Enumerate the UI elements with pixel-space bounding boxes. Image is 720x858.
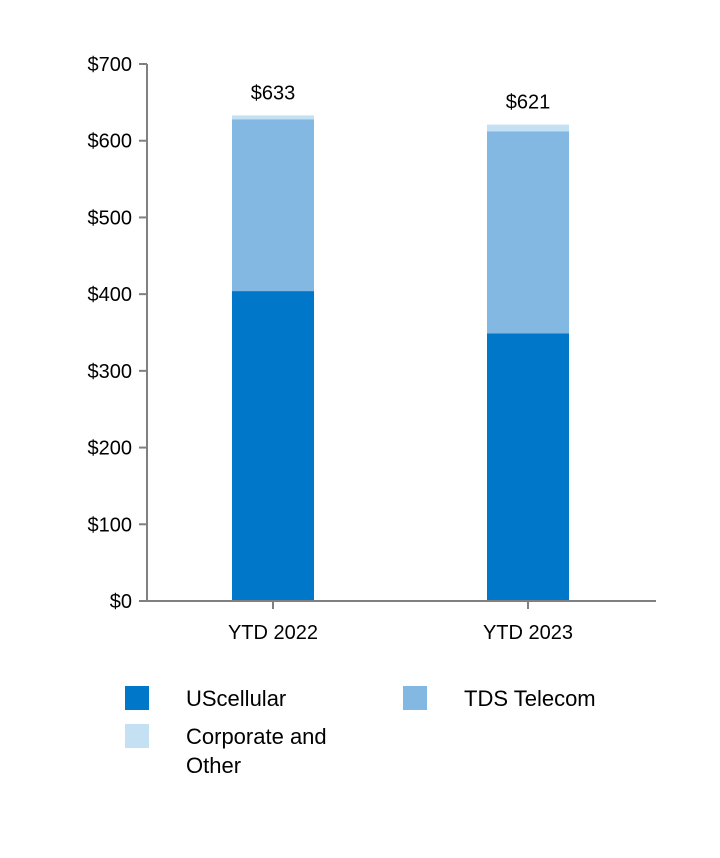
legend-label-uscellular: UScellular (186, 686, 287, 711)
total-label-ytd-2022: $633 (251, 82, 296, 104)
y-tick-label: $400 (88, 284, 133, 306)
legend-swatch-uscellular (125, 686, 149, 710)
bar-ytd-2022-tds-telecom (232, 119, 314, 292)
legend-label-tds-telecom: TDS Telecom (464, 686, 596, 711)
x-axis: YTD 2022 YTD 2023 (147, 600, 656, 644)
bar-ytd-2023-uscellular (487, 333, 569, 601)
legend-item-uscellular: UScellular (125, 686, 286, 713)
legend-swatch-tds-telecom (403, 686, 427, 710)
y-tick-label: $500 (88, 207, 133, 229)
bar-ytd-2022-corporate-and-other (232, 115, 314, 120)
legend-label-corporate-and-other: Corporate and Other (186, 724, 327, 778)
y-tick-label: $0 (110, 591, 132, 613)
x-tick-label-ytd-2023: YTD 2023 (483, 622, 573, 644)
y-tick-label: $100 (88, 514, 133, 536)
legend-item-corporate-and-other: Corporate and Other (125, 724, 385, 780)
bar-ytd-2023-tds-telecom (487, 131, 569, 334)
legend-item-tds-telecom: TDS Telecom (403, 686, 596, 713)
bar-ytd-2023-corporate-and-other (487, 124, 569, 132)
x-tick-label-ytd-2022: YTD 2022 (228, 622, 318, 644)
total-label-ytd-2023: $621 (506, 92, 551, 114)
bars (232, 115, 569, 601)
y-axis: $0 $100 $200 $300 $400 $500 $600 $700 (88, 54, 148, 613)
y-tick-label: $700 (88, 54, 133, 76)
y-tick-label: $600 (88, 131, 133, 153)
bar-ytd-2022-uscellular (232, 291, 314, 601)
y-tick-label: $200 (88, 438, 133, 460)
stacked-bar-chart: $0$100$200$300$400$500$600$700 $633 $621 … (88, 54, 656, 644)
total-labels: $633 $621 (251, 82, 551, 113)
legend-swatch-corporate-and-other (125, 724, 149, 748)
y-tick-label: $300 (88, 361, 133, 383)
